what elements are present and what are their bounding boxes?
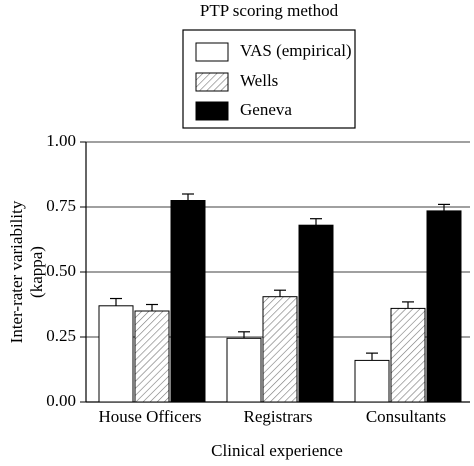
bar: [226, 337, 262, 403]
legend-label: VAS (empirical): [240, 41, 352, 60]
y-tick-label: 1.00: [46, 131, 76, 150]
legend-swatch: [195, 101, 229, 121]
bar: [134, 310, 170, 403]
y-tick-label: 0.00: [46, 391, 76, 410]
x-tick-label: House Officers: [98, 407, 201, 426]
y-tick-label: 0.25: [46, 326, 76, 345]
bar: [262, 296, 298, 403]
bar: [170, 200, 206, 403]
legend-swatch: [195, 72, 229, 92]
x-tick-label: Consultants: [366, 407, 446, 426]
y-axis-label: Inter-rater variability (kappa): [7, 200, 46, 343]
bar: [98, 305, 134, 403]
bar: [390, 307, 426, 403]
legend-label: Geneva: [240, 100, 292, 119]
bar: [298, 224, 334, 403]
legend-title: PTP scoring method: [200, 1, 339, 20]
y-tick-label: 0.50: [46, 261, 76, 280]
y-axis-label-line: Inter-rater variability: [7, 200, 26, 343]
y-axis-label-line: (kappa): [27, 246, 46, 298]
y-tick-label: 0.75: [46, 196, 76, 215]
legend-label: Wells: [240, 71, 278, 90]
x-axis-label: Clinical experience: [211, 441, 343, 460]
x-tick-label: Registrars: [244, 407, 313, 426]
bar: [354, 359, 390, 403]
legend-box: [182, 29, 356, 129]
bar: [426, 210, 462, 403]
legend-swatch: [195, 42, 229, 62]
